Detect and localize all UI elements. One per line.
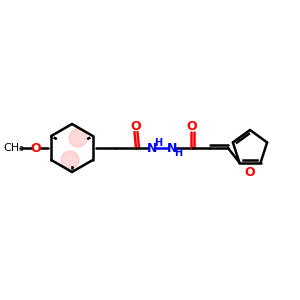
Circle shape	[69, 129, 87, 147]
Text: O: O	[131, 119, 141, 133]
Text: H: H	[154, 138, 162, 148]
Text: N: N	[167, 142, 177, 154]
Circle shape	[61, 151, 79, 169]
Text: H: H	[174, 148, 182, 158]
Text: O: O	[187, 119, 197, 133]
Text: N: N	[147, 142, 157, 154]
Text: O: O	[245, 166, 255, 178]
Text: O: O	[31, 142, 41, 154]
Text: CH₃: CH₃	[4, 143, 24, 153]
